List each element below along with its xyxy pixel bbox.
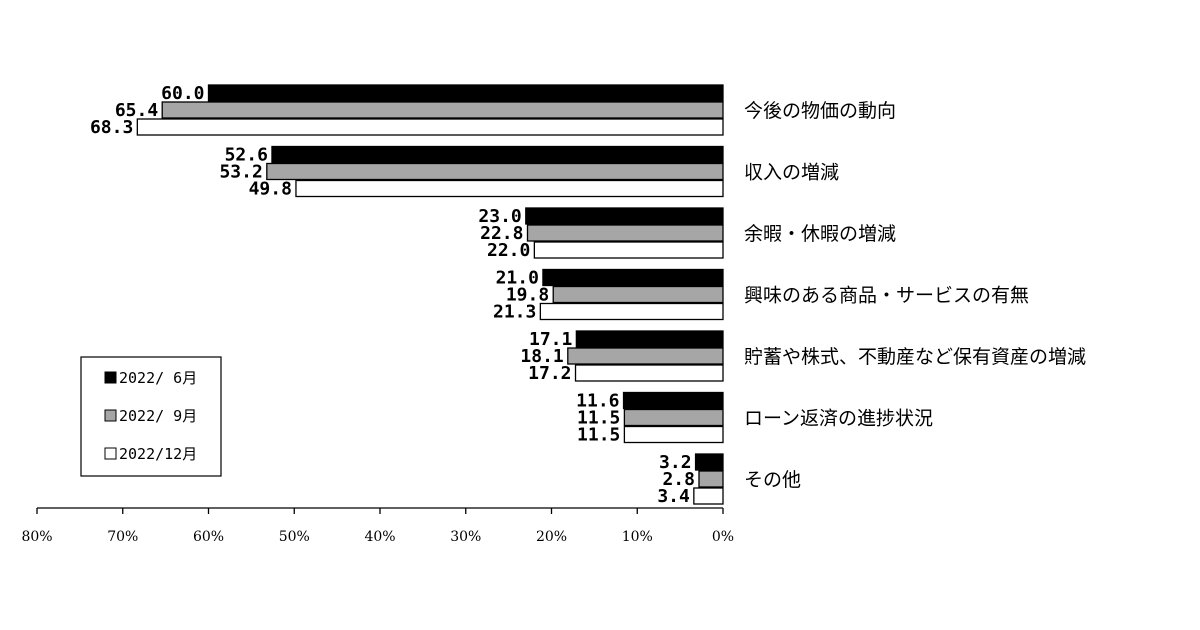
- bar-3-series-3: [533, 241, 724, 259]
- category-label-2: 収入の増減: [744, 162, 839, 184]
- category-label-1: 今後の物価の動向: [744, 100, 896, 122]
- x-tick-label-4: 50%: [279, 529, 310, 545]
- x-tick-label-1: 80%: [21, 529, 52, 545]
- legend-swatch-1: [104, 371, 117, 384]
- x-tick-label-6: 30%: [450, 529, 481, 545]
- legend-swatch-2: [104, 409, 117, 422]
- bar-2-series-3: [295, 179, 724, 198]
- bar-4-series-1: [542, 268, 724, 287]
- bar-6-series-2: [623, 408, 724, 427]
- value-label-6-1: 11.6: [576, 391, 619, 412]
- x-tick-label-2: 70%: [107, 529, 138, 545]
- bar-5-series-3: [574, 364, 724, 382]
- value-label-5-1: 17.1: [529, 329, 572, 350]
- x-tick-label-3: 60%: [193, 529, 224, 545]
- bar-7-series-1: [694, 453, 724, 471]
- bar-7-series-2: [698, 470, 724, 488]
- value-label-6-3: 11.5: [577, 425, 620, 446]
- bar-5-series-1: [575, 330, 724, 348]
- bar-1-series-3: [136, 118, 724, 136]
- bar-2-series-1: [271, 145, 724, 164]
- value-label-1-1: 60.0: [161, 83, 204, 104]
- value-label-5-2: 18.1: [520, 346, 563, 367]
- value-labels-group: 60.065.468.3 52.653.249.8 23.022.822.0 21.0…: [90, 83, 695, 507]
- legend-label-3: 2022/12月: [119, 445, 197, 463]
- bar-6-series-1: [622, 391, 724, 410]
- category-label-4: 興味のある商品・サービスの有無: [744, 285, 1029, 307]
- x-axis: 80% 70% 60% 50% 40% 30% 20% 10% 0%: [21, 507, 734, 545]
- legend-swatch-3: [104, 447, 117, 460]
- bar-6-series-3: [623, 425, 724, 444]
- legend-box: [80, 356, 222, 477]
- value-label-3-3: 22.0: [487, 240, 530, 261]
- bar-4-series-3: [539, 302, 724, 321]
- value-label-7-3: 3.4: [657, 486, 690, 507]
- value-label-3-2: 22.8: [480, 223, 523, 244]
- category-labels-group: 今後の物価の動向収入の増減余暇・休暇の増減興味のある商品・サービスの有無貯蓄や株…: [744, 100, 1086, 491]
- value-label-1-2: 65.4: [115, 100, 159, 121]
- x-tick-label-5: 40%: [364, 529, 395, 545]
- value-label-2-3: 49.8: [249, 179, 292, 200]
- bar-1-series-2: [161, 101, 724, 119]
- bar-3-series-2: [526, 224, 724, 242]
- category-label-6: ローン返済の進捗状況: [744, 408, 933, 430]
- value-label-1-3: 68.3: [90, 117, 133, 138]
- value-label-2-2: 53.2: [219, 162, 262, 183]
- value-label-7-2: 2.8: [662, 469, 695, 490]
- x-tick-label-8: 10%: [622, 529, 653, 545]
- value-label-3-1: 23.0: [478, 206, 521, 227]
- bar-2-series-2: [266, 162, 724, 181]
- bar-1-series-1: [207, 84, 724, 102]
- value-label-7-1: 3.2: [659, 452, 692, 473]
- x-tick-label-9: 0%: [712, 529, 734, 545]
- x-tick-label-7: 20%: [536, 529, 567, 545]
- bar-5-series-2: [567, 347, 724, 365]
- value-label-4-2: 19.8: [506, 285, 549, 306]
- value-label-2-1: 52.6: [225, 145, 268, 166]
- value-label-6-2: 11.5: [577, 408, 620, 429]
- bar-3-series-1: [525, 207, 724, 225]
- value-label-4-1: 21.0: [496, 268, 539, 289]
- legend: 2022/ 6月 2022/ 9月 2022/12月: [80, 356, 222, 477]
- value-label-5-3: 17.2: [528, 363, 571, 384]
- category-label-7: その他: [744, 469, 801, 491]
- bar-4-series-2: [552, 285, 724, 304]
- category-label-5: 貯蓄や株式、不動産など保有資産の増減: [744, 346, 1086, 368]
- legend-label-2: 2022/ 9月: [119, 407, 197, 425]
- bar-7-series-3: [693, 487, 724, 505]
- bars-group: [136, 84, 724, 505]
- value-label-4-3: 21.3: [493, 302, 536, 323]
- legend-label-1: 2022/ 6月: [119, 369, 197, 387]
- category-label-3: 余暇・休暇の増減: [744, 223, 896, 245]
